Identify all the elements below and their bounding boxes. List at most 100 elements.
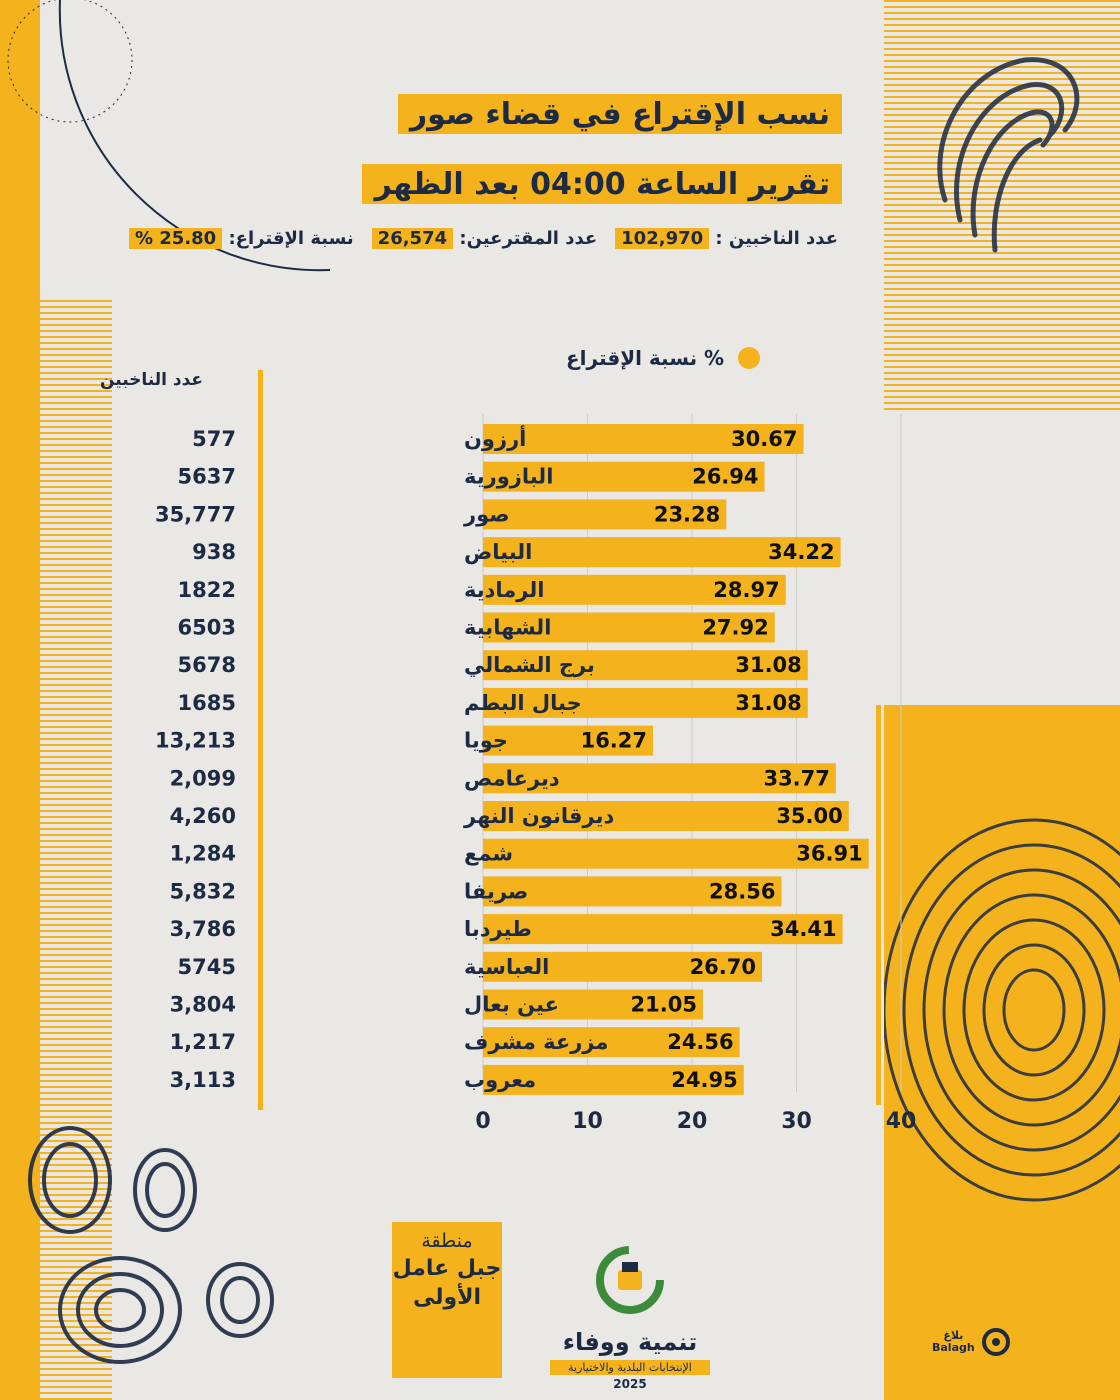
bar-value-label: 34.22 (768, 540, 834, 564)
bar (483, 801, 849, 831)
legend-label: % نسبة الإقتراع (566, 346, 725, 370)
category-label: العباسية (464, 955, 549, 979)
voters-count: 3,786 (170, 917, 236, 941)
voters-stat: عدد الناخبين : 102,970 (615, 228, 838, 249)
category-label: ديرقانون النهر (463, 804, 614, 828)
voters-count: 3,113 (170, 1068, 236, 1092)
voters-label: عدد الناخبين : (715, 228, 838, 249)
category-label: ديرعامص (464, 766, 560, 790)
bar-value-label: 33.77 (763, 766, 829, 790)
chart-legend: % نسبة الإقتراع (566, 346, 761, 370)
turnout-value: 25.80 % (128, 228, 223, 249)
voters-count: 1,284 (170, 842, 236, 866)
bar-value-label: 24.95 (671, 1068, 737, 1092)
subtitle-band: تقرير الساعة 04:00 بعد الظهر (362, 164, 842, 204)
left-yellow-band (0, 0, 40, 1400)
bottom-right-yellow-block (884, 705, 1120, 1400)
bar-value-label: 27.92 (702, 616, 768, 640)
bar (483, 989, 703, 1020)
bar (483, 424, 804, 454)
balagh-ar: بلاغ (943, 1329, 964, 1342)
category-label: مزرعة مشرف (464, 1030, 608, 1054)
bar-value-label: 34.41 (770, 917, 836, 941)
voters-count: 5637 (178, 465, 236, 489)
bar-value-label: 28.56 (709, 879, 775, 903)
voters-count: 13,213 (155, 729, 236, 753)
bar-value-label: 30.67 (731, 427, 797, 451)
voters-count: 938 (192, 540, 236, 564)
bar (483, 612, 775, 643)
region-line-2: جبل عامل (392, 1256, 502, 1281)
bar (483, 914, 843, 945)
legend-dot (738, 347, 761, 369)
turnout-stat: نسبة الإقتراع: 25.80 % (128, 228, 354, 249)
x-tick-label: 0 (475, 1109, 490, 1134)
category-label: صريفا (464, 879, 528, 903)
category-label: عين بعال (464, 993, 559, 1017)
bar (483, 499, 727, 530)
bar-value-label: 26.94 (692, 465, 758, 489)
bar-value-label: 31.08 (735, 691, 801, 715)
voters-column-header: عدد الناخبين (100, 370, 204, 390)
category-label: صور (463, 502, 510, 526)
bar (483, 763, 836, 794)
bar-value-label: 36.91 (796, 842, 862, 866)
cast-label: عدد المقترعين: (459, 228, 598, 249)
balagh-wordmark: بلاغ Balagh (932, 1330, 975, 1354)
voters-count: 5745 (178, 955, 236, 979)
bar (483, 951, 763, 982)
voters-count: 5678 (178, 653, 236, 677)
campaign-subtitle: الإنتخابات البلدية والاختيارية (550, 1360, 710, 1375)
bar-value-label: 26.70 (690, 955, 756, 979)
x-tick-label: 20 (677, 1109, 708, 1134)
voters-value: 102,970 (615, 228, 710, 249)
voters-count: 577 (192, 427, 236, 451)
category-label: البازورية (464, 465, 553, 489)
voters-count: 3,804 (170, 993, 236, 1017)
campaign-name: تنمية ووفاء (562, 1328, 698, 1356)
bar-value-label: 31.08 (735, 653, 801, 677)
cast-value: 26,574 (371, 228, 454, 249)
fingerprint-bottom-left-icon (28, 1126, 274, 1364)
voters-count: 5,832 (170, 879, 236, 903)
ballot-emblem-icon (596, 1246, 664, 1314)
voters-column-divider (258, 370, 263, 1110)
category-label: معروب (464, 1068, 536, 1092)
bar-value-label: 16.27 (581, 729, 647, 753)
voters-count: 1685 (178, 691, 236, 715)
bar-value-label: 24.56 (667, 1030, 733, 1054)
campaign-year: 2025 (613, 1377, 647, 1391)
title-band: نسب الإقتراع في قضاء صور (397, 94, 842, 134)
x-tick-label: 10 (572, 1109, 603, 1134)
bar-value-label: 23.28 (654, 502, 720, 526)
chart-right-divider (876, 705, 881, 1105)
category-label: طيردبا (464, 917, 532, 941)
bar (483, 876, 782, 907)
page-subtitle: تقرير الساعة 04:00 بعد الظهر (374, 166, 830, 202)
voters-count: 1,217 (170, 1030, 236, 1054)
region-line-3: الأولى (412, 1285, 482, 1310)
bar (483, 574, 786, 605)
category-label: البياض (464, 540, 532, 564)
bar (483, 537, 841, 568)
category-label: الشهابية (464, 616, 551, 640)
region-box: منطقة جبل عامل الأولى (392, 1222, 502, 1378)
cast-stat: عدد المقترعين: 26,574 (371, 228, 598, 249)
voters-count: 4,260 (170, 804, 236, 828)
balagh-logo: بلاغ Balagh (932, 1325, 1013, 1359)
campaign-logo: تنمية ووفاء الإنتخابات البلدية والاختيار… (540, 1240, 720, 1391)
bar (483, 461, 765, 492)
category-label: جبال البطم (464, 691, 582, 715)
page-title: نسب الإقتراع في قضاء صور (409, 96, 830, 132)
category-label: شمع (464, 842, 513, 866)
voters-count: 6503 (178, 616, 236, 640)
fingerprint-top-icon (937, 57, 1080, 253)
category-label: برج الشمالي (464, 653, 595, 678)
bar (483, 650, 808, 681)
bar (483, 687, 808, 718)
category-label: أرزون (464, 424, 526, 451)
bar (483, 725, 654, 756)
x-tick-label: 40 (886, 1109, 917, 1134)
category-label: الرمادية (464, 578, 544, 602)
region-line-1: منطقة (421, 1230, 473, 1252)
